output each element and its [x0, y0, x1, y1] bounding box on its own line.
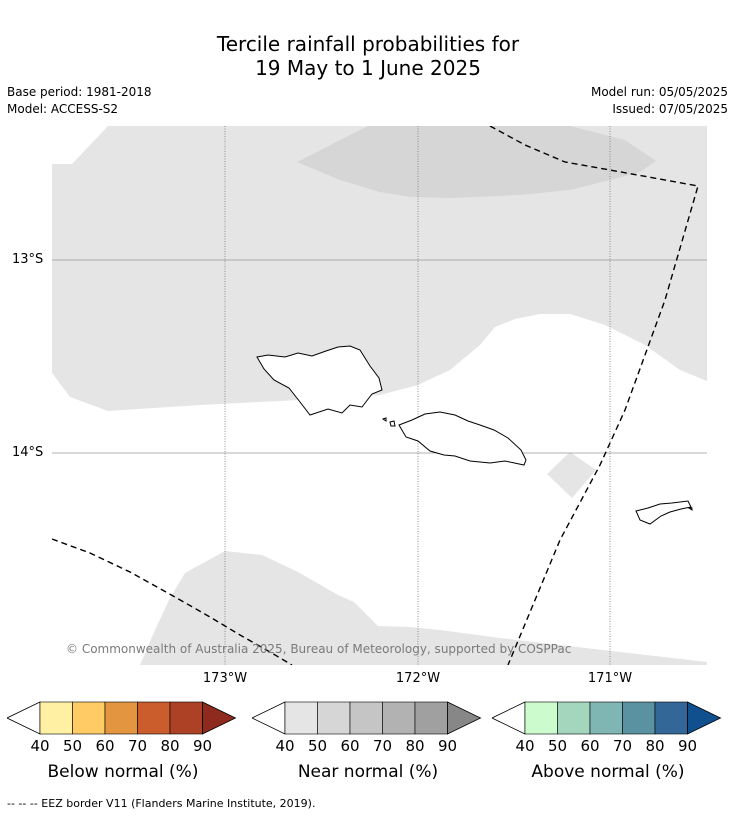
savaii-island [256, 345, 383, 416]
apolima-islet [381, 417, 387, 422]
colorbar-tick-label: 60 [95, 737, 115, 755]
colorbar-tick-label: 40 [30, 737, 50, 755]
copyright-notice: © Commonwealth of Australia 2025, Bureau… [66, 642, 572, 656]
lon-label-171w: 171°W [587, 671, 633, 686]
colorbar-tick-label: 50 [547, 737, 568, 755]
colorbar-tick-label: 50 [307, 737, 328, 755]
colorbar-over-triangle [447, 701, 482, 735]
colorbar-tick-label: 90 [192, 737, 213, 755]
colorbar-tick-label: 50 [62, 737, 83, 755]
model-name: Model: ACCESS-S2 [7, 102, 119, 116]
near-normal-small-patch [547, 452, 596, 498]
colorbar-above-normal: 40 50 60 70 80 90 Above normal (%) [492, 700, 724, 790]
colorbar-tick-label: 80 [405, 737, 425, 755]
colorbar-under-triangle [252, 701, 286, 735]
colorbar-over-triangle [687, 701, 722, 735]
colorbar-tick-label: 60 [340, 737, 360, 755]
colorbar-tick-label: 70 [612, 737, 633, 755]
colorbar-below-normal-title: Below normal (%) [47, 762, 199, 782]
colorbar-tick-label: 80 [645, 737, 665, 755]
colorbar-swatch [39, 701, 73, 735]
eez-border-southwest [52, 538, 293, 665]
colorbar-swatch [414, 701, 448, 735]
colorbar-tick-label: 60 [580, 737, 600, 755]
colorbar-above-normal-title: Above normal (%) [531, 762, 685, 782]
colorbar-swatch [382, 701, 416, 735]
colorbar-tick-label: 90 [677, 737, 698, 755]
base-period: Base period: 1981-2018 [7, 85, 152, 99]
colorbar-swatch [169, 701, 203, 735]
meta-left: Base period: 1981-2018 Model: ACCESS-S2 [7, 84, 152, 118]
colorbar-tick-label: 70 [127, 737, 148, 755]
colorbar-swatch [524, 701, 558, 735]
colorbar-swatch [104, 701, 138, 735]
colorbar-swatch [72, 701, 106, 735]
colorbar-swatch [284, 701, 318, 735]
upolu-island [398, 411, 527, 466]
lat-label-14s: 14°S [12, 445, 44, 460]
tutuila-island [635, 500, 692, 525]
colorbar-swatch [137, 701, 171, 735]
colorbar-under-triangle [7, 701, 41, 735]
colorbar-tick-label: 40 [515, 737, 535, 755]
model-run: Model run: 05/05/2025 [590, 85, 728, 99]
colorbar-below-normal: 40 50 60 70 80 90 Below normal (%) [7, 700, 239, 790]
colorbar-swatch [557, 701, 591, 735]
colorbar-swatch [349, 701, 383, 735]
near-normal-40-region [52, 126, 707, 411]
eez-footnote: -- -- -- EEZ border V11 (Flanders Marine… [7, 797, 316, 810]
colorbar-swatch [654, 701, 688, 735]
eez-border-east [489, 126, 699, 665]
colorbar-near-normal-swatches [252, 701, 482, 735]
colorbar-near-normal: 40 50 60 70 80 90 Near normal (%) [252, 700, 484, 790]
colorbar-tick-label: 70 [372, 737, 393, 755]
colorbar-under-triangle [492, 701, 526, 735]
colorbar-over-triangle [202, 701, 237, 735]
colorbar-swatch [317, 701, 351, 735]
meta-right: Model run: 05/05/2025 Issued: 07/05/2025 [591, 84, 728, 118]
near-normal-bottom-region [140, 551, 707, 665]
colorbar-swatch [589, 701, 623, 735]
lat-label-13s: 13°S [12, 252, 44, 267]
aunuu-islet [687, 507, 693, 511]
colorbar-tick-label: 90 [437, 737, 458, 755]
map-title-line2: 19 May to 1 June 2025 [255, 56, 481, 80]
lon-label-172w: 172°W [395, 671, 441, 686]
map-panel [52, 126, 707, 665]
map-title-line1: Tercile rainfall probabilities for [216, 32, 520, 56]
colorbar-below-normal-swatches [7, 701, 237, 735]
issued-date: Issued: 07/05/2025 [612, 102, 728, 116]
colorbar-near-normal-title: Near normal (%) [297, 762, 439, 782]
lon-label-173w: 173°W [202, 671, 248, 686]
colorbar-tick-label: 40 [275, 737, 295, 755]
manono-islet [389, 420, 396, 427]
colorbar-above-normal-swatches [492, 701, 722, 735]
colorbar-swatch [622, 701, 656, 735]
colorbar-tick-label: 80 [160, 737, 180, 755]
near-normal-50-region [297, 126, 656, 198]
map-svg [52, 126, 707, 665]
